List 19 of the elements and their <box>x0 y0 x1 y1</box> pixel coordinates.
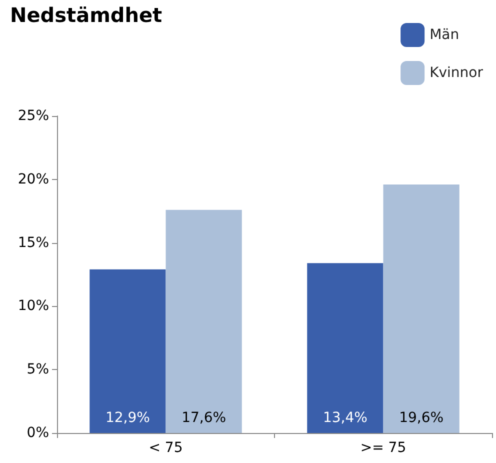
legend-label: Män <box>430 27 460 43</box>
y-tick-label: 10% <box>18 298 49 314</box>
x-tick-label: >= 75 <box>360 440 406 456</box>
legend-label: Kvinnor <box>430 65 484 81</box>
y-tick-label: 0% <box>26 425 49 441</box>
bar <box>166 210 242 433</box>
x-tick-label: < 75 <box>148 440 183 456</box>
chart-title: Nedstämdhet <box>10 3 163 27</box>
y-tick-label: 20% <box>18 171 49 188</box>
data-label: 19,6% <box>399 410 444 426</box>
data-label: 17,6% <box>182 410 226 426</box>
y-tick-label: 5% <box>26 362 49 378</box>
bar <box>90 269 166 433</box>
y-tick-label: 25% <box>18 108 49 124</box>
bar <box>307 263 384 433</box>
bar <box>383 184 460 433</box>
y-tick-label: 15% <box>18 234 49 251</box>
data-label: 13,4% <box>322 410 368 426</box>
data-label: 12,9% <box>105 410 150 426</box>
